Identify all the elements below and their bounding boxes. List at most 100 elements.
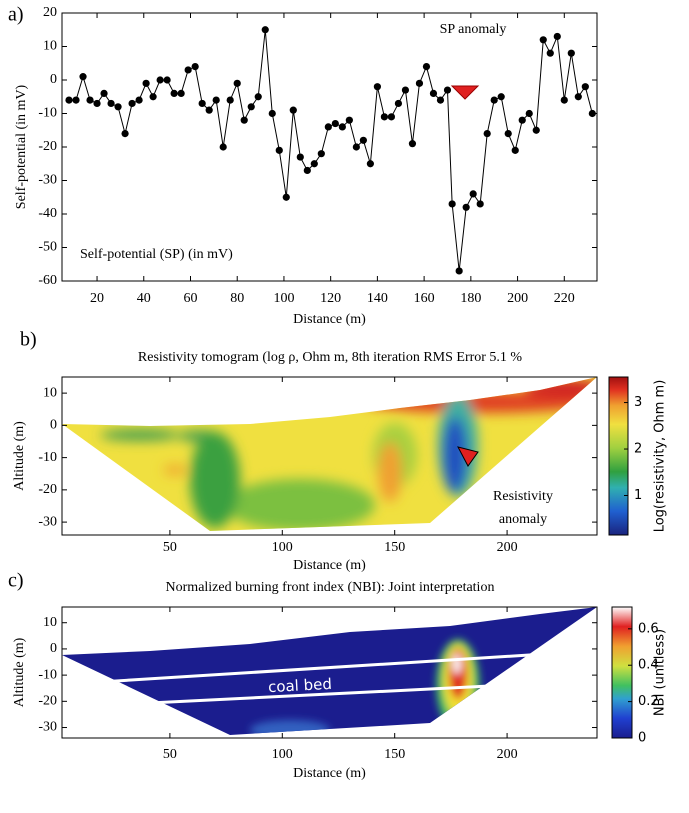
y-tick-label: -40 — [38, 206, 57, 221]
x-tick-label: 100 — [272, 747, 293, 762]
y-tick-label: -30 — [38, 514, 57, 529]
data-point — [408, 140, 417, 148]
x-tick-label: 100 — [273, 291, 294, 306]
data-point — [483, 130, 491, 138]
x-tick-label: 60 — [183, 291, 197, 306]
data-point — [436, 96, 445, 104]
y-tick-label: -30 — [38, 173, 57, 188]
data-point — [240, 116, 248, 124]
data-point — [184, 66, 192, 74]
data-point — [107, 99, 115, 108]
colorbar-label: Log(resistivity, Ohm m) — [653, 380, 668, 533]
y-tick-label: 10 — [43, 385, 57, 400]
sp-anomaly-arrow — [450, 85, 480, 100]
data-point — [567, 49, 575, 57]
y-tick-label: -10 — [38, 106, 57, 121]
data-point — [233, 79, 241, 87]
data-point — [401, 86, 410, 94]
data-point — [191, 63, 199, 71]
data-point — [455, 267, 463, 275]
data-point — [345, 116, 353, 124]
colorbar — [608, 376, 629, 536]
data-point — [275, 146, 283, 154]
colorbar-tick-label: 0 — [638, 731, 646, 746]
colorbar — [611, 606, 633, 739]
colorbar-tick-label: 0.2 — [638, 694, 659, 709]
y-tick-label: -20 — [38, 482, 57, 497]
data-point — [443, 86, 452, 94]
data-point — [135, 96, 143, 104]
colorbar-tick-label: 0.4 — [638, 658, 659, 673]
data-point — [394, 99, 403, 108]
data-point — [177, 89, 185, 97]
colorbar-label: NBI (unitless) — [653, 629, 668, 716]
data-point — [100, 89, 108, 97]
data-point — [331, 119, 339, 128]
data-point — [422, 63, 431, 71]
data-point — [511, 146, 519, 154]
data-point — [86, 96, 94, 104]
data-point — [128, 99, 136, 108]
data-point — [114, 103, 122, 111]
y-tick-label: 0 — [50, 418, 57, 433]
data-point — [469, 190, 477, 198]
colorbar-tick-label: 0.6 — [638, 621, 659, 636]
series-label: Self-potential (SP) (in mV) — [80, 247, 233, 262]
x-tick-label: 200 — [507, 291, 528, 306]
x-tick-label: 200 — [497, 747, 518, 762]
series-line — [69, 29, 593, 272]
plot-frame — [61, 606, 598, 739]
y-axis-label: Self-potential (in mV) — [14, 84, 29, 209]
x-tick-label: 50 — [163, 540, 177, 555]
x-tick-label: 50 — [163, 747, 177, 762]
data-point — [156, 76, 164, 84]
annotation: coal bed — [268, 675, 333, 696]
data-point — [532, 126, 540, 134]
x-tick-label: 160 — [414, 291, 435, 306]
y-tick-label: 10 — [43, 615, 57, 630]
x-tick-label: 100 — [272, 540, 293, 555]
plot-frame — [61, 12, 598, 282]
y-tick-label: -10 — [38, 450, 57, 465]
y-tick-label: -30 — [38, 720, 57, 735]
data-point — [93, 99, 101, 108]
data-point — [448, 200, 456, 208]
data-point — [247, 103, 255, 111]
data-point — [205, 106, 213, 114]
data-point — [212, 96, 220, 104]
data-point — [198, 99, 206, 108]
data-point — [79, 73, 87, 81]
panel-title: Normalized burning front index (NBI): Jo… — [166, 580, 495, 595]
data-point — [366, 160, 374, 168]
data-point — [268, 109, 276, 118]
data-point — [429, 89, 438, 97]
x-tick-label: 180 — [460, 291, 481, 306]
data-point — [226, 96, 234, 104]
data-point — [261, 26, 269, 34]
y-tick-label: 0 — [50, 72, 57, 87]
data-point — [581, 83, 589, 91]
plot-frame — [61, 376, 598, 536]
annotation: anomaly — [499, 512, 547, 527]
data-point — [289, 106, 297, 114]
x-tick-label: 40 — [137, 291, 151, 306]
data-point — [72, 96, 80, 104]
data-point — [170, 89, 178, 97]
data-point — [476, 200, 484, 208]
y-tick-label: -50 — [38, 240, 57, 255]
data-point — [525, 109, 533, 118]
y-tick-label: -10 — [38, 667, 57, 682]
data-point — [504, 130, 512, 138]
data-point — [574, 93, 582, 101]
data-point — [380, 113, 389, 121]
x-axis-label: Distance (m) — [293, 558, 366, 573]
data-point — [219, 143, 227, 151]
data-point — [317, 150, 325, 158]
data-point — [462, 203, 470, 211]
data-point — [415, 79, 424, 87]
x-tick-label: 120 — [320, 291, 341, 306]
x-tick-label: 150 — [384, 540, 405, 555]
data-point — [163, 76, 171, 84]
y-axis-label: Altitude (m) — [12, 637, 27, 707]
y-tick-label: 10 — [43, 39, 57, 54]
